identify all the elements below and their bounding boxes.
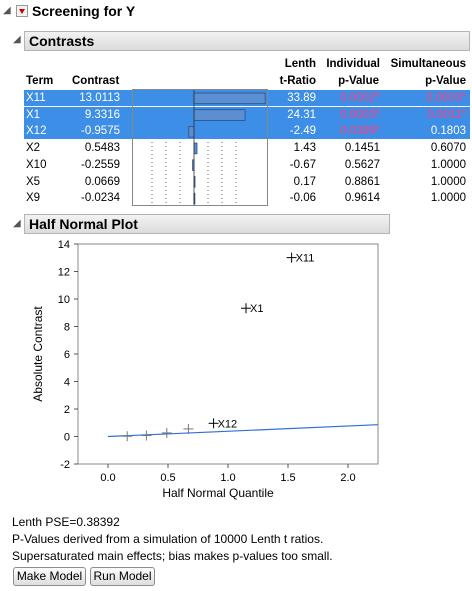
individual-p-cell: 0.8861 — [344, 175, 380, 188]
individual-p-cell: 0.0002* — [340, 92, 380, 104]
individual-p-cell: 0.5627 — [344, 158, 380, 171]
term-cell: X1 — [26, 108, 41, 121]
make-model-button[interactable]: Make Model — [13, 567, 86, 586]
collapse-half-normal-icon[interactable]: ◢ — [13, 218, 21, 229]
contrast-cell: -0.0234 — [80, 192, 120, 205]
x-tick-label: 0.5 — [160, 472, 175, 484]
table-row[interactable]: X9 -0.0234 -0.06 0.9614 1.0000 — [24, 190, 470, 206]
red-triangle-menu-icon[interactable] — [16, 5, 28, 17]
header-individual-2: p-Value — [338, 75, 379, 87]
header-lenth-1: Lenth — [284, 58, 316, 70]
table-row[interactable]: X2 0.5483 1.43 0.1451 0.6070 — [24, 140, 470, 156]
y-axis-label: Absolute Contrast — [31, 306, 45, 402]
table-row[interactable]: X10 -0.2559 -0.67 0.5627 1.0000 — [24, 157, 470, 173]
table-row[interactable]: X12 -0.9575 -2.49 0.0399* 0.1803 — [24, 123, 470, 140]
collapse-contrasts-icon[interactable]: ◢ — [13, 34, 21, 45]
x-tick-label: 1.0 — [220, 472, 235, 484]
pvalue-note: P-Values derived from a simulation of 10… — [12, 532, 324, 546]
half-normal-title: Half Normal Plot — [29, 216, 138, 232]
t-ratio-cell: 33.89 — [287, 92, 316, 104]
t-ratio-cell: 1.43 — [293, 142, 316, 155]
y-tick-label: 0 — [64, 432, 70, 444]
contrast-bar — [193, 142, 198, 155]
supersaturated-note: Supersaturated main effects; bias makes … — [12, 549, 333, 563]
simultaneous-p-cell: 0.0011* — [427, 108, 466, 121]
header-simultaneous-1: Simultaneous — [390, 58, 466, 70]
contrasts-title: Contrasts — [29, 33, 95, 49]
contrasts-header[interactable]: Contrasts — [24, 31, 470, 51]
y-tick-label: 2 — [64, 404, 70, 416]
simultaneous-p-cell: 1.0000 — [430, 192, 466, 205]
reference-fit-line — [107, 424, 379, 438]
term-cell: X5 — [26, 175, 41, 188]
data-point[interactable] — [183, 423, 194, 434]
term-cell: X12 — [26, 125, 47, 138]
data-point[interactable] — [141, 430, 152, 441]
contrast-cell: 13.0113 — [79, 92, 120, 104]
header-lenth-2: t-Ratio — [279, 75, 316, 87]
contrast-cell: -0.2559 — [80, 158, 120, 171]
individual-p-cell: 0.1451 — [344, 142, 380, 155]
data-point[interactable] — [286, 252, 297, 263]
y-tick-label: 6 — [64, 349, 70, 361]
data-point[interactable] — [241, 303, 251, 314]
y-tick-label: 4 — [64, 377, 70, 389]
contrast-bar — [193, 109, 246, 121]
term-cell: X9 — [26, 192, 41, 205]
contrast-bar-chart — [132, 89, 268, 206]
term-cell: X2 — [26, 142, 41, 155]
term-cell: X11 — [26, 92, 46, 104]
half-normal-header[interactable]: Half Normal Plot — [24, 214, 390, 234]
x-tick-label: 0.0 — [100, 472, 115, 484]
header-individual-1: Individual — [326, 58, 380, 70]
data-point[interactable] — [161, 427, 172, 438]
header-contrast: Contrast — [72, 75, 120, 87]
point-label: X12 — [218, 418, 238, 430]
contrast-cell: 9.3316 — [84, 108, 120, 121]
y-tick-label: 8 — [64, 322, 70, 334]
point-label: X11 — [296, 253, 315, 265]
y-tick-label: 10 — [58, 294, 70, 306]
x-tick-label: 2.0 — [340, 472, 355, 484]
table-row[interactable]: X1 9.3316 24.31 0.0003* 0.0011* — [24, 106, 470, 123]
header-term: Term — [26, 75, 54, 87]
contrast-cell: 0.5483 — [84, 142, 120, 155]
x-tick-label: 1.5 — [280, 472, 295, 484]
t-ratio-cell: -2.49 — [289, 125, 316, 138]
contrast-cell: 0.0669 — [84, 175, 120, 188]
half-normal-plot: -2 0 2 4 6 8 10 12 14 0.0 0.5 1.0 1.5 2.0 Half Normal … — [31, 239, 379, 500]
header-simultaneous-2: p-Value — [425, 75, 466, 87]
t-ratio-cell: 24.31 — [287, 108, 316, 121]
x-axis-label: Half Normal Quantile — [162, 486, 274, 500]
term-cell: X10 — [26, 158, 47, 171]
t-ratio-cell: -0.67 — [289, 158, 316, 171]
collapse-report-icon[interactable]: ◢ — [3, 5, 11, 16]
t-ratio-cell: -0.06 — [289, 192, 316, 205]
contrast-bar — [193, 92, 266, 105]
contrast-bar — [188, 126, 195, 138]
table-row[interactable]: X5 0.0669 0.17 0.8861 1.0000 — [24, 174, 470, 190]
data-point[interactable] — [208, 418, 219, 429]
y-tick-label: 14 — [58, 239, 70, 251]
simultaneous-p-cell: 0.0003* — [426, 92, 466, 104]
individual-p-cell: 0.0003* — [340, 108, 380, 121]
individual-p-cell: 0.0399* — [340, 125, 380, 138]
y-tick-label: -2 — [60, 459, 70, 471]
contrast-cell: -0.9575 — [80, 125, 120, 138]
individual-p-cell: 0.9614 — [344, 192, 380, 205]
point-label: X1 — [250, 303, 263, 315]
t-ratio-cell: 0.17 — [293, 175, 316, 188]
lenth-pse: Lenth PSE=0.38392 — [12, 515, 120, 529]
report-title: Screening for Y — [32, 3, 136, 19]
simultaneous-p-cell: 0.6070 — [430, 142, 466, 155]
y-tick-label: 12 — [58, 267, 70, 279]
simultaneous-p-cell: 0.1803 — [430, 125, 466, 138]
simultaneous-p-cell: 1.0000 — [430, 175, 466, 188]
data-point[interactable] — [122, 431, 133, 442]
report-header: Screening for Y — [16, 3, 135, 19]
simultaneous-p-cell: 1.0000 — [430, 158, 466, 171]
run-model-button[interactable]: Run Model — [90, 567, 155, 586]
